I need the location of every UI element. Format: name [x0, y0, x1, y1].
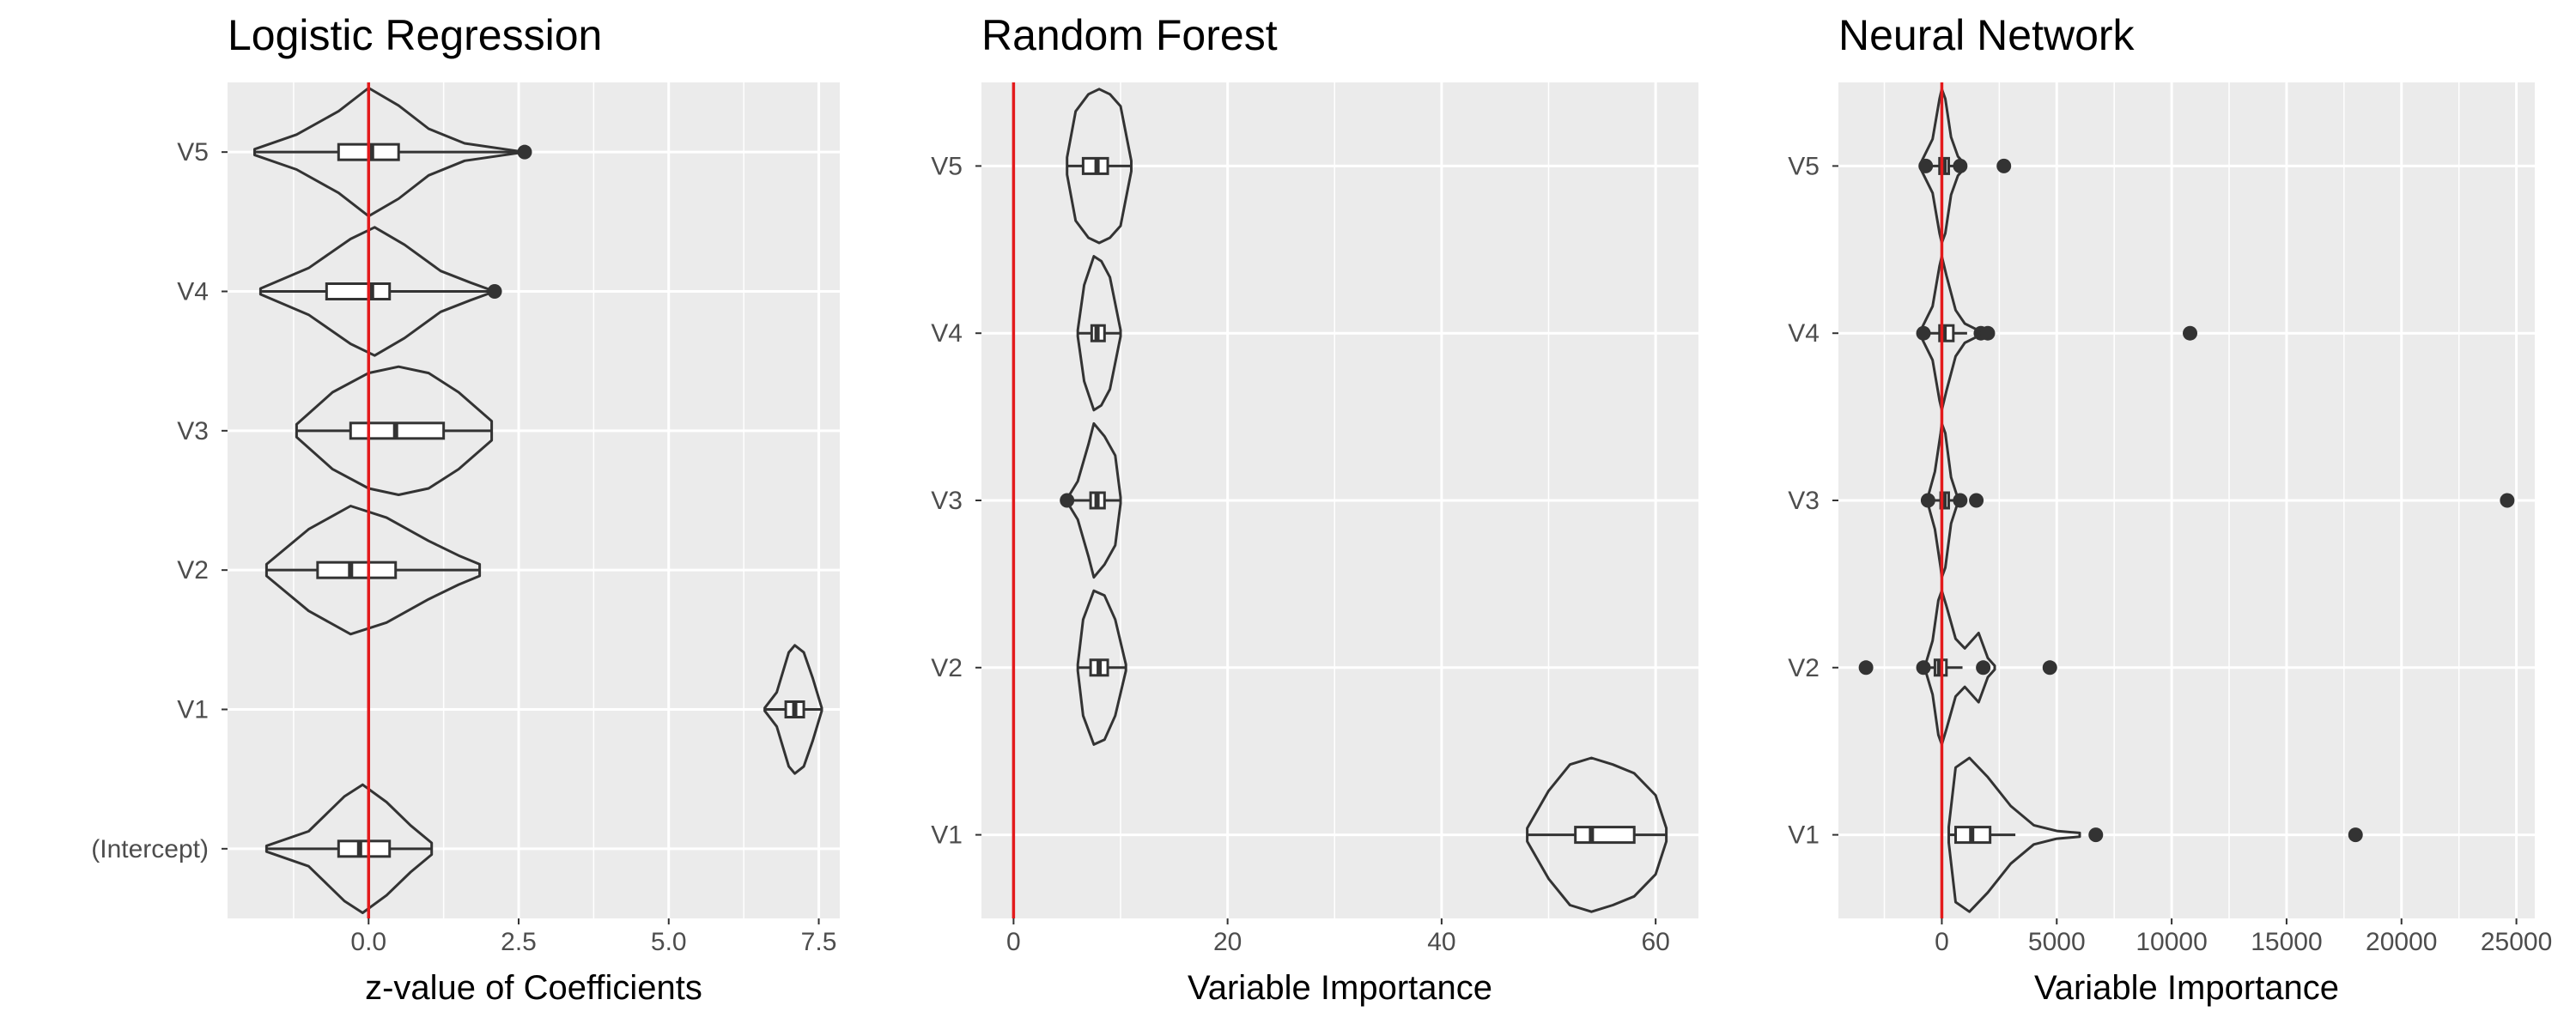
outlier-point [1918, 158, 1934, 173]
x-tick-label: 5.0 [651, 928, 687, 956]
violin-shape [1076, 255, 1122, 412]
facet-panel-3: V5 V4 V3 V2 V1 0 5000 10000 15000 20000 25000 Neura… [1788, 11, 2552, 1007]
x-tick-label: 40 [1427, 928, 1455, 956]
outlier-point [1920, 493, 1935, 508]
x-tick-label: 0 [1935, 928, 1949, 956]
facet-panel-1: V5 V4 V3 V2 V1 (Intercept) 0.0 2.5 5.0 7.5 Logisti… [91, 11, 840, 1007]
violin-V5 [253, 87, 532, 218]
x-tick-label: 5000 [2028, 928, 2086, 956]
outlier-point [1976, 660, 1991, 676]
x-tick-label: 0 [1006, 928, 1021, 956]
y-tick-label: V2 [931, 654, 963, 682]
y-tick-label: V1 [1788, 821, 1820, 850]
x-tick-label: 25000 [2481, 928, 2552, 956]
violin-V2 [1858, 589, 2057, 746]
x-tick-label: 0.0 [350, 928, 386, 956]
violin-V4 [258, 226, 502, 357]
violin-V2 [1076, 589, 1127, 746]
x-axis-title: z-value of Coefficients [365, 969, 702, 1007]
outlier-point [2183, 325, 2198, 341]
violin-V1 [1947, 756, 2363, 913]
violin-shape [1924, 589, 1996, 746]
violin-V5 [1066, 88, 1133, 245]
x-tick-label: 10000 [2136, 928, 2207, 956]
outlier-point [1953, 493, 1968, 508]
box-iqr [1574, 826, 1636, 845]
y-tick-label: V5 [931, 152, 963, 180]
violin-shape [258, 226, 496, 357]
y-tick-label: V4 [931, 319, 963, 348]
y-tick-label: V3 [931, 487, 963, 515]
violin-shape [1066, 88, 1133, 245]
outlier-point [2348, 827, 2363, 843]
violin-shape [295, 365, 494, 496]
x-tick-label: 20 [1213, 928, 1242, 956]
outlier-point [1953, 158, 1968, 173]
outlier-point [487, 284, 502, 299]
box-iqr [325, 282, 392, 300]
outlier-point [1060, 493, 1075, 508]
violin-shape [763, 644, 823, 775]
box-iqr [337, 839, 392, 858]
y-tick-label: V5 [1788, 152, 1820, 180]
y-tick-label: V4 [1788, 319, 1820, 348]
y-tick-label: V5 [177, 138, 209, 167]
outlier-point [2042, 660, 2057, 676]
outlier-point [1980, 325, 1996, 341]
facet-title: Random Forest [981, 11, 1278, 59]
y-tick-label: V2 [177, 556, 209, 585]
violin-V1 [1526, 756, 1668, 913]
y-tick-label: V1 [931, 821, 963, 850]
y-tick-label: V1 [177, 696, 209, 724]
outlier-point [1969, 493, 1984, 508]
outlier-point [1858, 660, 1874, 676]
facet-panel-2: V5 V4 V3 V2 V1 0 20 40 60 Random Forest Variable I… [931, 11, 1698, 1007]
panel-background [228, 82, 840, 918]
violin-shape [1526, 756, 1668, 913]
violin-V3 [295, 365, 494, 496]
violin-shape [253, 87, 526, 218]
violin-shape [1076, 589, 1127, 746]
outlier-point [1996, 158, 2012, 173]
outlier-point [2500, 493, 2515, 508]
outlier-point [517, 144, 532, 160]
y-tick-label: V4 [177, 278, 209, 306]
box-iqr [316, 560, 398, 579]
x-tick-label: 15000 [2251, 928, 2322, 956]
violin-V3 [1060, 421, 1122, 579]
violin-shape [1066, 421, 1122, 579]
y-tick-label: V2 [1788, 654, 1820, 682]
y-tick-label: (Intercept) [91, 835, 209, 863]
facet-title: Logistic Regression [228, 11, 602, 59]
x-axis-title: Variable Importance [1188, 969, 1492, 1007]
x-tick-label: 20000 [2366, 928, 2437, 956]
x-tick-label: 7.5 [801, 928, 837, 956]
violin-(Intercept) [264, 783, 434, 914]
violin-V1 [763, 644, 823, 775]
violin-V4 [1076, 255, 1122, 412]
x-tick-label: 60 [1641, 928, 1669, 956]
y-tick-label: V3 [177, 417, 209, 445]
violin-shape [264, 783, 434, 914]
x-tick-label: 2.5 [501, 928, 537, 956]
outlier-point [1916, 660, 1931, 676]
x-axis-title: Variable Importance [2034, 969, 2339, 1007]
violin-V2 [264, 505, 482, 636]
facet-title: Neural Network [1838, 11, 2136, 59]
outlier-point [2088, 827, 2104, 843]
violin-shape [1947, 756, 2081, 913]
y-tick-label: V3 [1788, 487, 1820, 515]
violin-shape [264, 505, 482, 636]
outlier-point [1916, 325, 1931, 341]
